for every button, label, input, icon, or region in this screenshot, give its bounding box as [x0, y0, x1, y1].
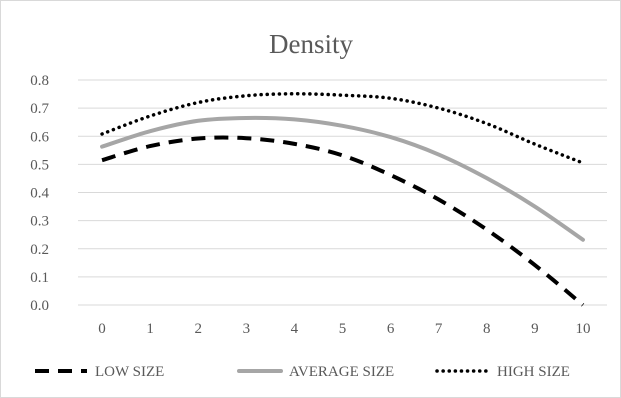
legend-label-3: HIGH SIZE — [497, 364, 570, 380]
x-tick-label: 4 — [291, 321, 299, 337]
series-line-3 — [100, 92, 585, 165]
y-tick-label: 0.1 — [30, 270, 49, 286]
legend-label-2: AVERAGE SIZE — [289, 364, 394, 380]
series-line-1 — [101, 135, 585, 307]
x-tick-label: 5 — [339, 321, 347, 337]
legend-label-1: LOW SIZE — [95, 364, 164, 380]
chart-title: Density — [269, 29, 353, 59]
series-lines — [100, 92, 585, 307]
y-axis-ticks: 0.0 0.1 0.2 0.3 0.4 0.5 0.6 0.7 0.8 — [30, 73, 49, 314]
series-line-2 — [100, 115, 585, 242]
x-tick-label: 2 — [194, 321, 202, 337]
x-tick-label: 3 — [243, 321, 251, 337]
x-tick-label: 8 — [483, 321, 491, 337]
y-tick-label: 0.6 — [30, 129, 49, 145]
legend: LOW SIZE AVERAGE SIZE HIGH SIZE — [35, 364, 570, 380]
x-tick-label: 1 — [146, 321, 154, 337]
x-tick-label: 10 — [575, 321, 590, 337]
x-tick-label: 0 — [98, 321, 106, 337]
y-tick-label: 0.7 — [30, 101, 49, 117]
x-tick-label: 9 — [531, 321, 539, 337]
grid-lines — [78, 79, 607, 306]
x-tick-label: 6 — [387, 321, 395, 337]
y-tick-label: 0.5 — [30, 157, 49, 173]
y-tick-label: 0.8 — [30, 73, 49, 89]
y-tick-label: 0.4 — [30, 186, 49, 202]
x-tick-label: 7 — [435, 321, 443, 337]
y-tick-label: 0.0 — [30, 298, 49, 314]
y-tick-label: 0.3 — [30, 214, 49, 230]
x-axis-ticks: 0 1 2 3 4 5 6 7 8 9 10 — [98, 321, 590, 337]
y-tick-label: 0.2 — [30, 242, 49, 258]
